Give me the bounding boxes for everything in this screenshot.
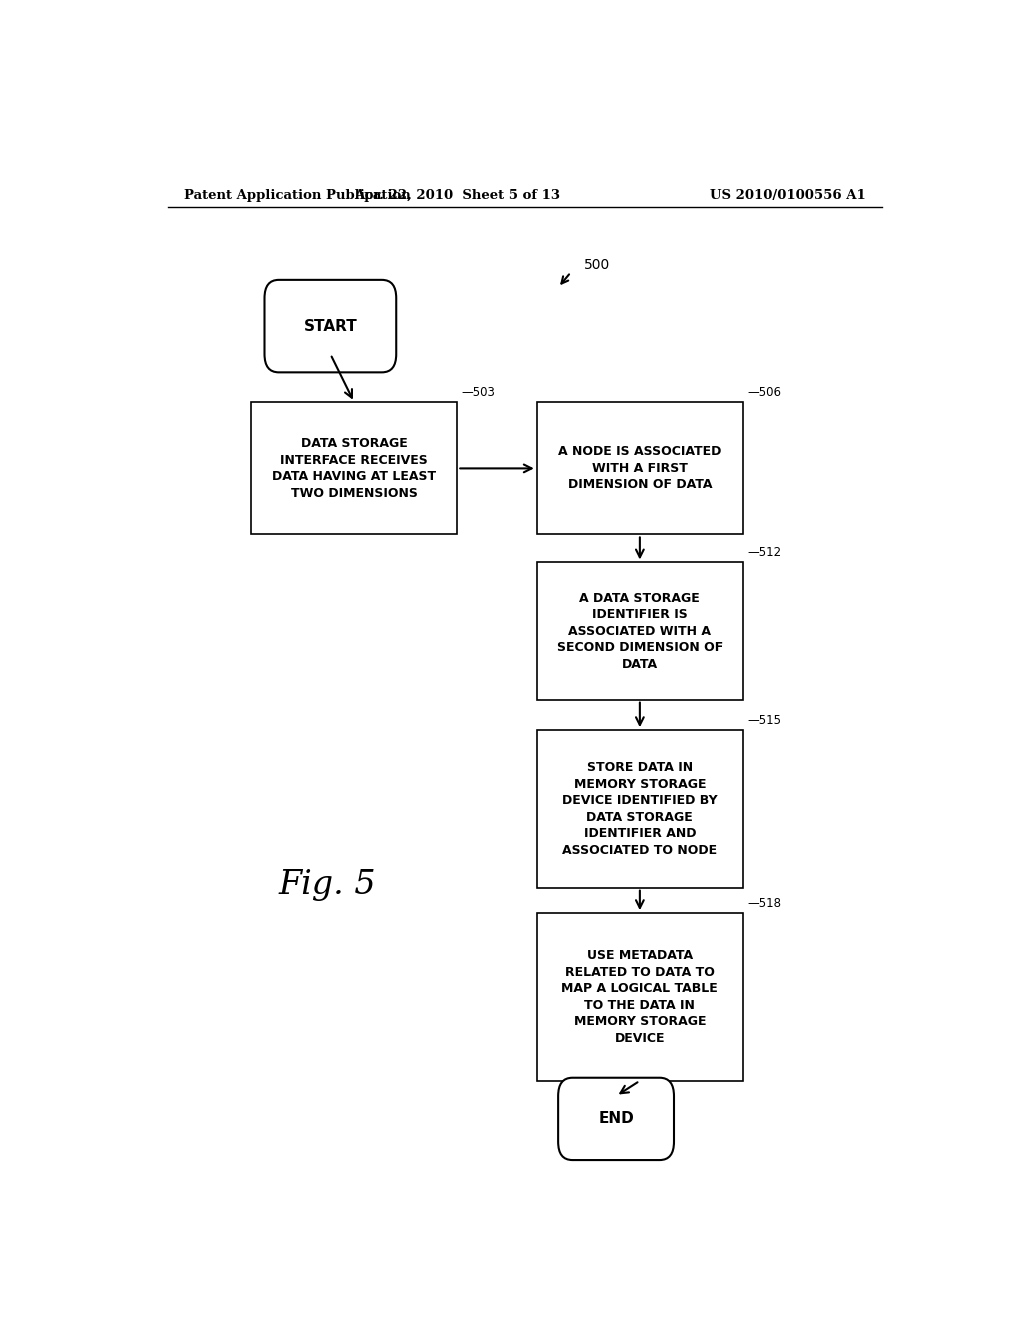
Bar <box>251 403 458 535</box>
FancyBboxPatch shape <box>558 1077 674 1160</box>
Text: —506: —506 <box>748 387 781 399</box>
Text: Patent Application Publication: Patent Application Publication <box>183 189 411 202</box>
Text: USE METADATA
RELATED TO DATA TO
MAP A LOGICAL TABLE
TO THE DATA IN
MEMORY STORAG: USE METADATA RELATED TO DATA TO MAP A LO… <box>561 949 718 1044</box>
Bar <box>537 403 743 535</box>
Bar <box>537 913 743 1081</box>
Text: Apr. 22, 2010  Sheet 5 of 13: Apr. 22, 2010 Sheet 5 of 13 <box>354 189 560 202</box>
Text: START: START <box>303 318 357 334</box>
Text: US 2010/0100556 A1: US 2010/0100556 A1 <box>711 189 866 202</box>
Text: —515: —515 <box>748 714 781 727</box>
Text: —512: —512 <box>748 546 781 560</box>
Text: —518: —518 <box>748 898 781 909</box>
Text: —503: —503 <box>461 387 496 399</box>
Bar <box>537 730 743 887</box>
Bar <box>537 562 743 700</box>
Text: A NODE IS ASSOCIATED
WITH A FIRST
DIMENSION OF DATA: A NODE IS ASSOCIATED WITH A FIRST DIMENS… <box>558 445 722 491</box>
Text: END: END <box>598 1111 634 1126</box>
Text: A DATA STORAGE
IDENTIFIER IS
ASSOCIATED WITH A
SECOND DIMENSION OF
DATA: A DATA STORAGE IDENTIFIER IS ASSOCIATED … <box>557 591 723 671</box>
FancyBboxPatch shape <box>264 280 396 372</box>
Text: Fig. 5: Fig. 5 <box>279 869 377 902</box>
Text: 500: 500 <box>585 259 610 272</box>
Text: STORE DATA IN
MEMORY STORAGE
DEVICE IDENTIFIED BY
DATA STORAGE
IDENTIFIER AND
AS: STORE DATA IN MEMORY STORAGE DEVICE IDEN… <box>562 762 718 857</box>
Text: DATA STORAGE
INTERFACE RECEIVES
DATA HAVING AT LEAST
TWO DIMENSIONS: DATA STORAGE INTERFACE RECEIVES DATA HAV… <box>272 437 436 500</box>
